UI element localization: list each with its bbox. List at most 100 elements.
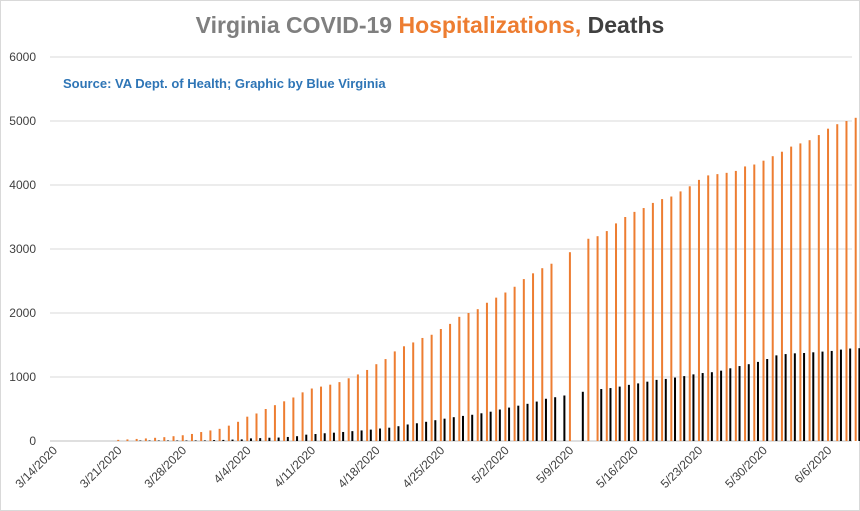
- hospitalizations-bar-35: [439, 329, 442, 441]
- deaths-bar-65: [756, 361, 759, 441]
- deaths-bar-40: [508, 407, 511, 441]
- hospitalizations-bar-9: [200, 432, 203, 441]
- deaths-bar-0: [139, 440, 142, 441]
- hospitalizations-bar-25: [347, 378, 350, 441]
- hospitalizations-bar-15: [255, 413, 258, 441]
- hospitalizations-bar-39: [476, 309, 479, 441]
- hospitalizations-bar-75: [827, 128, 830, 441]
- deaths-bar-56: [674, 377, 677, 441]
- deaths-bar-58: [692, 374, 695, 441]
- deaths-bar-69: [793, 353, 796, 441]
- hospitalizations-bar-73: [808, 140, 811, 441]
- hospitalizations-bar-6: [172, 436, 175, 441]
- deaths-bar-43: [535, 401, 538, 441]
- deaths-bar-34: [452, 417, 455, 441]
- deaths-bar-49: [609, 388, 612, 441]
- deaths-bar-66: [766, 359, 769, 441]
- deaths-bar-29: [406, 424, 409, 441]
- hospitalizations-bar-19: [292, 397, 295, 441]
- deaths-bar-7: [203, 440, 206, 441]
- hospitalizations-bar-69: [771, 156, 774, 441]
- deaths-bar-64: [747, 364, 750, 441]
- x-tick-label-7: 5/2/2020: [469, 443, 512, 486]
- deaths-bar-50: [618, 386, 621, 441]
- hospitalizations-bar-14: [246, 416, 249, 441]
- deaths-bar-51: [627, 384, 630, 441]
- hospitalizations-bar-3: [144, 438, 147, 441]
- deaths-bar-1: [148, 440, 151, 441]
- deaths-bar-30: [415, 423, 418, 441]
- hospitalizations-bar-43: [513, 286, 516, 441]
- x-tick-label-12: 6/6/2020: [792, 443, 835, 486]
- hospitalizations-bar-66: [744, 166, 747, 441]
- hospitalizations-bar-61: [697, 179, 700, 441]
- deaths-bar-59: [701, 373, 704, 441]
- x-tick-label-10: 5/23/2020: [658, 443, 706, 491]
- deaths-bar-39: [498, 409, 501, 441]
- deaths-bar-54: [655, 379, 658, 441]
- hospitalizations-bar-42: [504, 292, 507, 441]
- deaths-bar-24: [360, 430, 363, 441]
- x-tick-label-6: 4/25/2020: [400, 443, 448, 491]
- deaths-bar-2: [157, 440, 160, 441]
- hospitalizations-bar-45: [532, 273, 535, 441]
- deaths-bar-5: [185, 440, 188, 441]
- hospitalizations-bar-52: [615, 223, 618, 441]
- hospitalizations-bar-65: [734, 170, 737, 442]
- y-tick-label-1000: 1000: [9, 370, 36, 384]
- hospitalizations-bar-26: [356, 374, 359, 441]
- deaths-bar-36: [471, 414, 474, 441]
- deaths-bar-31: [425, 421, 428, 441]
- deaths-bar-18: [305, 434, 308, 441]
- hospitalizations-bar-53: [624, 217, 627, 441]
- deaths-bar-33: [443, 418, 446, 441]
- hospitalizations-bar-46: [541, 268, 544, 441]
- hospitalizations-bar-68: [762, 160, 765, 441]
- hospitalizations-bar-71: [790, 146, 793, 441]
- x-tick-label-1: 3/21/2020: [77, 443, 125, 491]
- deaths-bar-42: [526, 403, 529, 441]
- hospitalizations-bar-74: [817, 135, 820, 441]
- hospitalizations-bar-62: [707, 175, 710, 441]
- deaths-bar-3: [166, 440, 169, 441]
- deaths-bar-63: [738, 366, 741, 441]
- deaths-bar-52: [637, 383, 640, 441]
- hospitalizations-bar-5: [163, 437, 166, 441]
- deaths-bar-27: [388, 427, 391, 441]
- deaths-bar-70: [803, 353, 806, 441]
- deaths-bar-12: [249, 438, 252, 441]
- deaths-bar-35: [461, 415, 464, 441]
- deaths-bar-60: [710, 372, 713, 441]
- deaths-bar-22: [342, 431, 345, 441]
- hospitalizations-bar-27: [366, 369, 369, 441]
- x-tick-label-0: 3/14/2020: [12, 443, 60, 491]
- hospitalizations-bar-31: [402, 346, 405, 441]
- hospitalizations-bar-48: [568, 252, 571, 441]
- hospitalizations-bar-12: [227, 425, 230, 441]
- hospitalizations-bar-49: [587, 238, 590, 441]
- hospitalizations-bar-47: [550, 263, 553, 441]
- deaths-bar-6: [194, 440, 197, 441]
- deaths-bar-4: [176, 440, 179, 441]
- x-tick-label-11: 5/30/2020: [722, 443, 770, 491]
- hospitalizations-bar-32: [412, 342, 415, 441]
- deaths-bar-45: [554, 397, 557, 441]
- deaths-bar-41: [517, 405, 520, 441]
- hospitalizations-bar-1: [126, 439, 129, 441]
- hospitalizations-bar-63: [716, 174, 719, 441]
- deaths-bar-16: [286, 436, 289, 441]
- hospitalizations-bar-20: [301, 392, 304, 441]
- y-tick-label-6000: 6000: [9, 50, 36, 64]
- hospitalizations-bar-21: [310, 388, 313, 441]
- hospitalizations-bar-50: [596, 236, 599, 441]
- hospitalizations-bar-24: [338, 382, 341, 441]
- chart-subtitle: Source: VA Dept. of Health; Graphic by B…: [63, 76, 386, 91]
- deaths-bar-8: [213, 440, 216, 441]
- x-tick-label-3: 4/4/2020: [211, 443, 254, 486]
- hospitalizations-bar-56: [651, 202, 654, 441]
- deaths-bar-71: [812, 352, 815, 441]
- hospitalizations-bar-28: [375, 364, 378, 441]
- y-tick-label-0: 0: [29, 434, 36, 448]
- hospitalizations-bar-38: [467, 313, 470, 441]
- hospitalizations-bar-78: [854, 117, 857, 442]
